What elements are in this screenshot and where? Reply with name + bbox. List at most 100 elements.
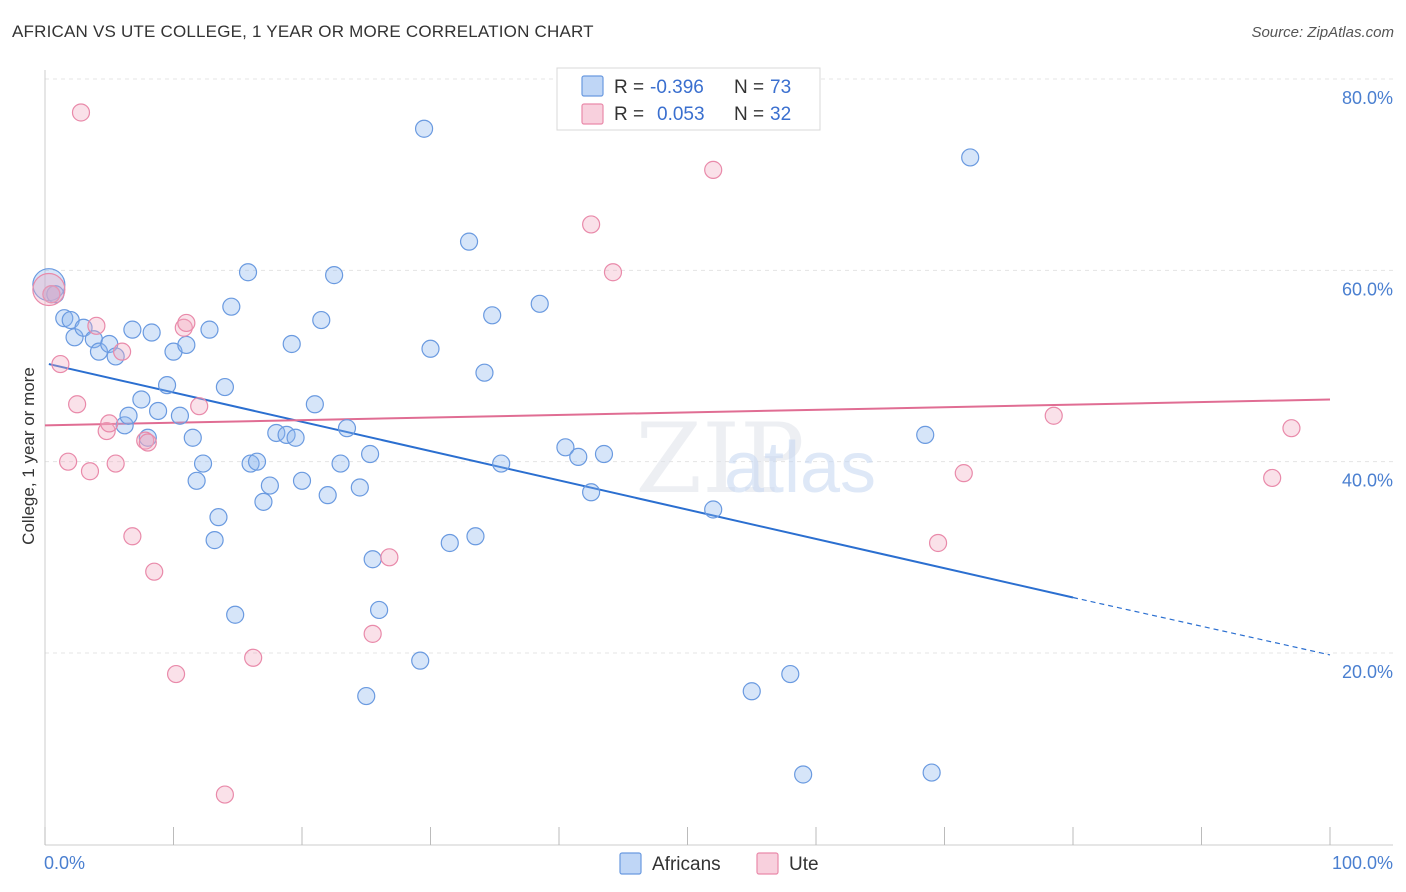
africans-point [350,478,369,497]
ute-point [100,414,119,433]
africans-point [475,363,494,382]
ute-point [1282,419,1301,438]
ute-point [166,664,186,684]
africans-point [916,425,935,444]
y-tick-label: 20.0% [1342,662,1393,682]
x-tick-labels: 0.0% 100.0% [44,853,1393,873]
africans-trend-extension [1072,596,1331,656]
africans-point [170,406,190,425]
series-legend: Africans Ute [619,852,819,875]
ute-point [32,272,66,307]
ute-point [177,313,196,333]
chart-source: Source: ZipAtlas.com [1251,24,1394,41]
africans-point [440,533,459,553]
africans-point [148,401,168,421]
watermark-atlas: atlas [724,428,876,508]
chart-title: AFRICAN VS UTE COLLEGE, 1 YEAR OR MORE C… [12,22,594,41]
legend-n-value-ute: 32 [770,104,791,125]
data-points [32,103,1301,804]
africans-point [205,531,224,550]
bottom-legend-swatch-ute [756,852,779,875]
africans-point [241,454,260,473]
africans-point [209,508,228,527]
y-tick-label: 80.0% [1342,88,1393,108]
africans-point [331,454,350,473]
legend-n-label-ute: N = [734,104,764,125]
ute-point [87,316,106,335]
africans-point [55,309,74,328]
ute-point [112,342,132,361]
ute-point [244,648,263,667]
ute-point [136,431,155,450]
axes [44,70,1393,846]
africans-point [781,664,800,684]
ute-point [138,433,157,452]
africans-point [200,320,219,339]
africans-point [305,395,324,414]
y-tick-label: 40.0% [1342,471,1393,491]
africans-point [483,306,502,325]
ute-point [174,318,193,337]
ute-point [603,263,623,282]
africans-point [215,377,234,397]
ute-point [59,452,78,471]
africans-point [187,471,206,490]
watermark: ZIP [635,403,804,515]
ute-trend-line [44,398,1331,427]
africans-point [226,605,245,624]
africans-point [421,339,440,358]
ute-point [42,285,61,304]
africans-point [132,390,151,409]
africans-point [115,416,134,435]
ute-point [123,527,142,546]
ute-point [80,462,100,481]
africans-point [123,320,142,339]
bottom-legend-label-africans: Africans [652,854,721,875]
ute-point [582,215,601,234]
ute-point [1044,406,1063,425]
africans-point [704,500,723,519]
ute-point [928,533,948,553]
ute-point [954,464,973,483]
africans-point [282,334,301,354]
bottom-legend-swatch-africans [619,852,642,875]
legend-r-label-ute: R = [614,104,644,125]
africans-point [961,148,980,167]
ute-point [380,548,399,567]
africans-point [142,323,161,342]
africans-point [357,686,376,706]
africans-point [193,454,213,473]
africans-point [183,428,202,447]
africans-trend-line [48,363,1074,599]
africans-point [742,682,761,701]
ute-point [51,354,70,374]
africans-point [370,600,389,620]
africans-point [325,266,344,285]
y-tick-labels: 20.0% 40.0% 60.0% 80.0% [1342,88,1393,682]
africans-point [337,419,357,438]
africans-point [138,428,157,447]
legend-r-value-ute: 0.053 [657,104,705,125]
africans-point [312,310,331,330]
africans-point [466,527,485,546]
ute-point [106,454,125,473]
trend-lines [44,363,1331,656]
ute-point [190,397,209,416]
ute-point [145,562,164,581]
legend-r-label-africans: R = [614,77,644,98]
africans-point [361,444,380,464]
africans-point [459,232,479,251]
africans-point [157,376,177,395]
legend-swatch-africans [581,75,604,97]
gridlines [45,78,1393,654]
africans-point [794,765,813,784]
africans-point [292,471,312,490]
stats-legend: R = -0.396 N = 73 R = 0.053 N = 32 [556,67,821,131]
africans-point [569,447,588,466]
africans-point [260,476,279,495]
africans-point [556,438,575,457]
africans-point [922,763,941,782]
africans-point [492,454,511,473]
legend-r-value-africans: -0.396 [650,77,704,98]
